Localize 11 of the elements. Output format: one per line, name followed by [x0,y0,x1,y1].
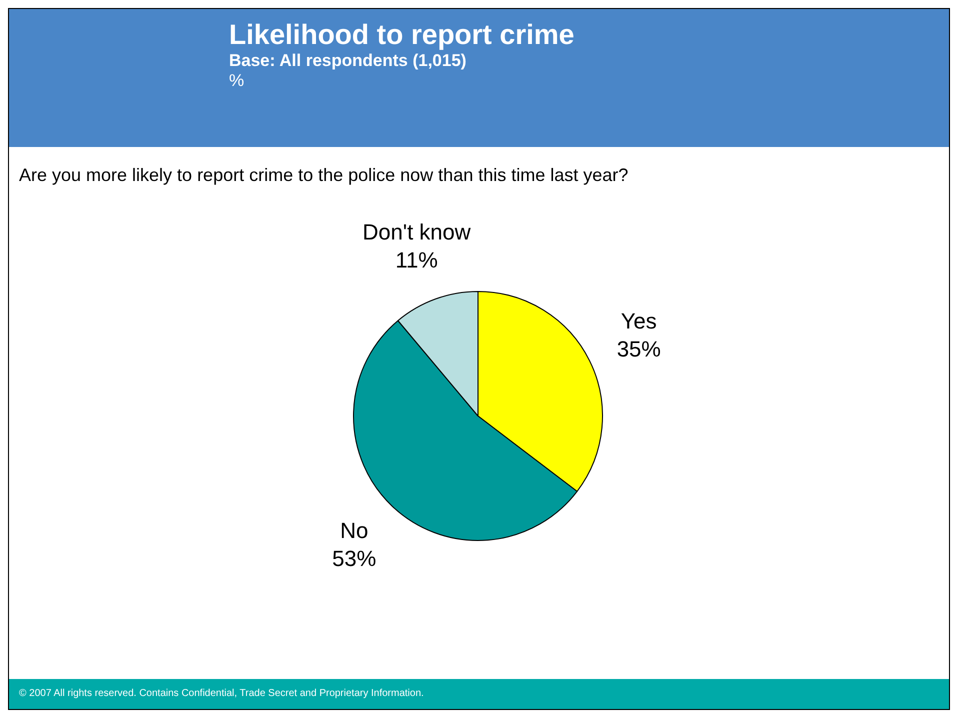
text: % [229,71,246,91]
chart-title: Likelihood to report crime [229,19,576,51]
slice-label: Yes [620,308,657,334]
chart-subtitle: Base: All respondents (1,015) [229,51,468,71]
slice-label: Don't know [362,219,471,244]
data-label: 11% [395,247,438,272]
slice-label: No [340,518,368,543]
data-label: 53% [332,546,376,571]
data-label: 35% [616,336,661,362]
text: © 2007 All rights reserved. Contains Confidential, Trade Secret and Proprietary Information. [9,679,949,709]
text: Are you more likely to report crime to the police now than this time last year? [18,164,630,186]
